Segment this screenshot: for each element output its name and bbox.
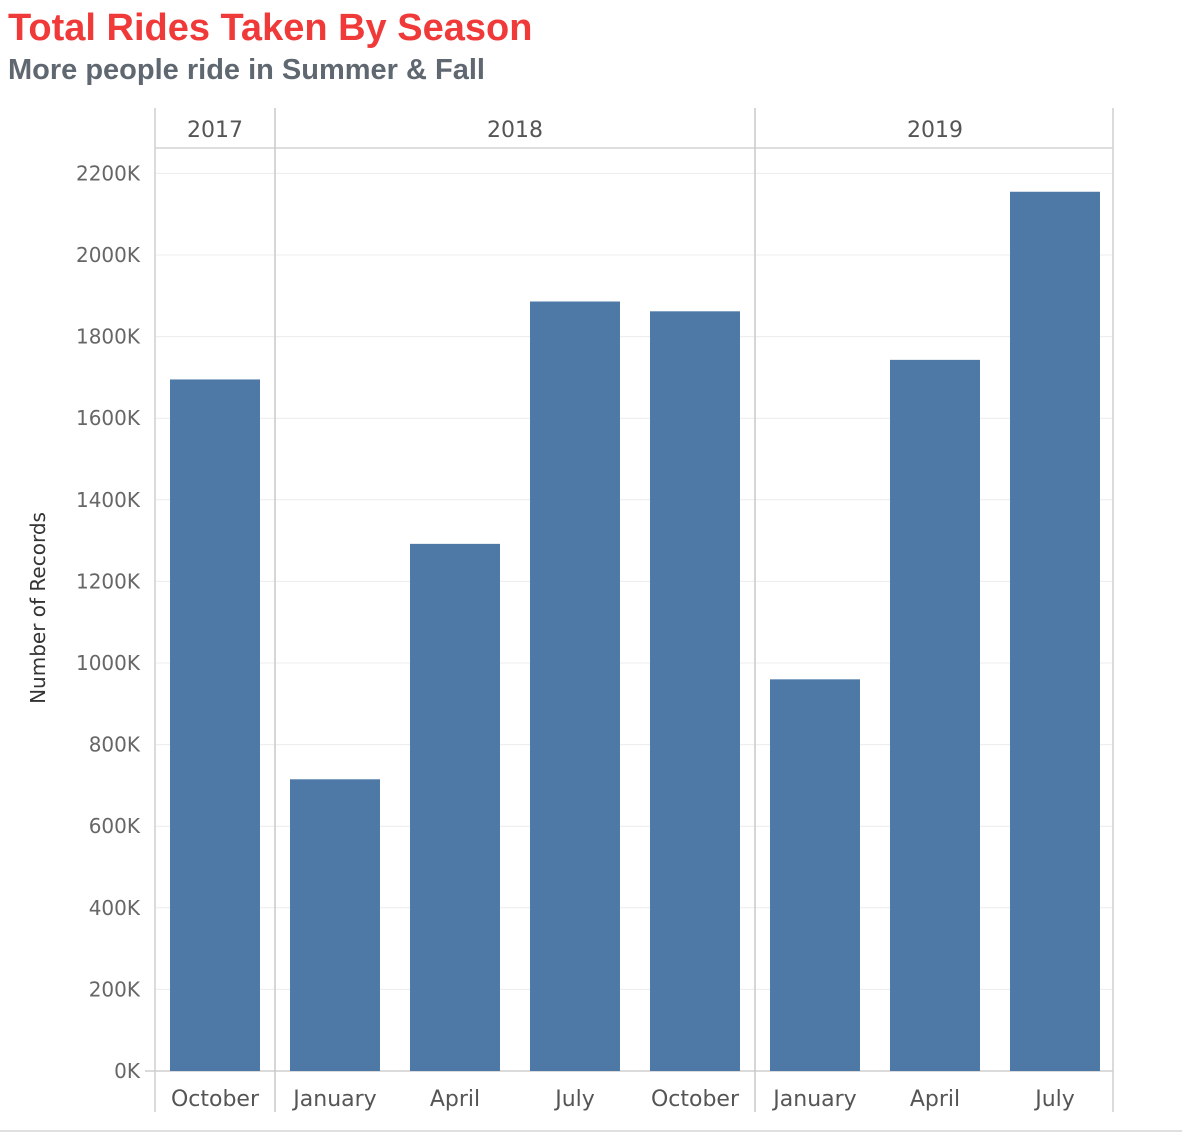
y-tick-label: 200K [89,977,141,1001]
bar-2018-january[interactable] [290,779,380,1071]
y-tick-label: 1400K [76,488,141,512]
x-category-label: October [171,1087,260,1112]
y-tick-label: 1000K [76,651,141,675]
y-tick-label: 400K [89,896,141,920]
bar-2019-july[interactable] [1010,191,1100,1071]
x-category-label: July [553,1087,595,1112]
y-tick-label: 800K [89,733,141,757]
x-category-label: October [651,1087,740,1112]
year-headers: 2017 2018 2019 [187,118,963,143]
bar-2018-july[interactable] [530,301,620,1072]
y-tick-label: 2000K [76,243,141,267]
y-tick-label: 1800K [76,325,141,349]
bar-2017-october[interactable] [170,379,260,1071]
y-tick-label: 600K [89,814,141,838]
year-header-2019: 2019 [907,118,963,143]
year-header-2017: 2017 [187,118,243,143]
chart-title: Total Rides Taken By Season [8,7,533,49]
y-axis-ticks: 0K 200K 400K 600K 800K 1000K 1200K 1400K 1600K 18… [76,161,141,1083]
y-axis-title: Number of Records [26,512,50,704]
y-tick-label: 1600K [76,406,141,430]
x-category-label: July [1033,1087,1075,1112]
bar-2018-april[interactable] [410,543,500,1071]
x-category-label: January [291,1087,376,1112]
x-category-label: April [910,1087,960,1112]
y-tick-label: 2200K [76,161,141,185]
y-tick-label: 1200K [76,569,141,593]
x-axis-categories: October January April July October January Apr… [171,1087,1075,1112]
chart-subtitle: More people ride in Summer & Fall [8,54,485,86]
x-category-label: April [430,1087,480,1112]
x-category-label: January [771,1087,856,1112]
year-header-2018: 2018 [487,118,543,143]
bar-2018-october[interactable] [650,311,740,1072]
bar-2019-january[interactable] [770,679,860,1071]
bar-2019-april[interactable] [890,359,980,1072]
bars [170,191,1100,1072]
y-tick-label: 0K [114,1059,141,1083]
